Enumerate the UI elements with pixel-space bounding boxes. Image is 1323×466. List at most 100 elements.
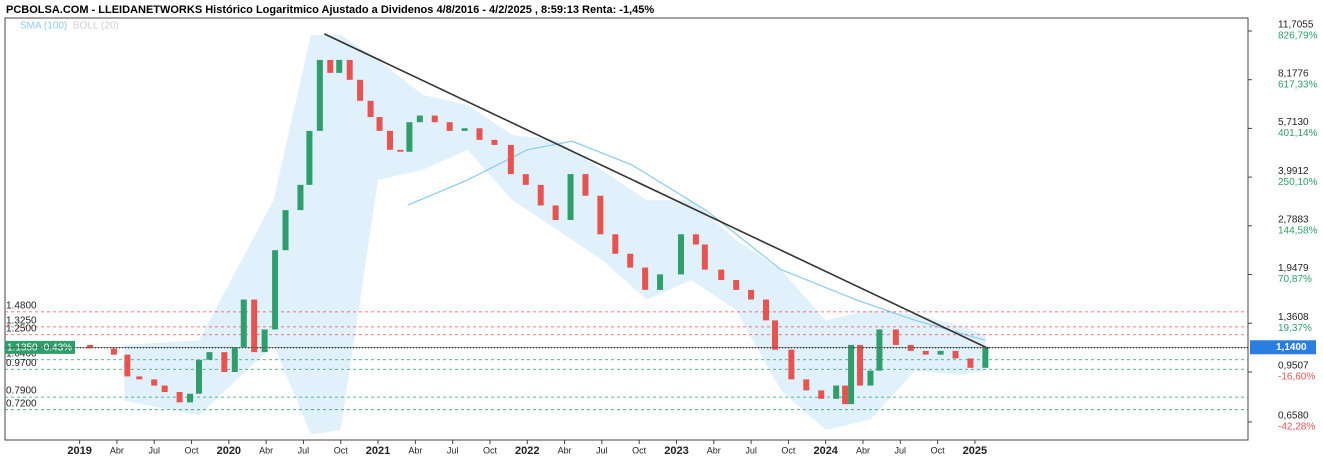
candle (937, 350, 944, 355)
x-tick-label: Jul (298, 445, 310, 455)
pct-label: 617,33% (1278, 79, 1318, 90)
candle (627, 253, 634, 268)
candle (552, 205, 559, 221)
candle (251, 299, 258, 353)
x-tick-label: Jul (895, 445, 907, 455)
candle (357, 79, 364, 101)
pct-label: 250,10% (1278, 177, 1318, 188)
candle (151, 379, 158, 386)
candle (446, 122, 453, 131)
x-tick-label: Jul (148, 445, 160, 455)
sma-line (407, 140, 986, 341)
candle (406, 122, 413, 152)
x-tick-label: Oct (931, 445, 946, 455)
candle (282, 210, 289, 251)
y-tick-label: 8,1776 (1278, 68, 1309, 79)
candle (461, 128, 468, 131)
candle (187, 393, 194, 403)
pct-label: 144,58% (1278, 225, 1318, 236)
pct-label: 70,87% (1278, 274, 1312, 285)
x-tick-label: Jul (596, 445, 608, 455)
x-tick-label: Jul (447, 445, 459, 455)
candle (922, 350, 929, 355)
x-tick-label: Abr (110, 445, 124, 455)
x-tick-label: 2025 (963, 445, 987, 457)
candle (788, 349, 795, 380)
x-tick-label: 2024 (813, 445, 838, 457)
candle (657, 274, 664, 290)
candle (567, 174, 574, 221)
candle (87, 344, 94, 349)
x-tick-label: Oct (632, 445, 647, 455)
candle (818, 390, 825, 399)
y-tick-label: 11,7055 (1278, 20, 1314, 31)
x-tick-label: 2019 (67, 445, 91, 457)
candle (507, 144, 514, 175)
pct-label: 826,79% (1278, 31, 1318, 42)
ref-price-label: 1.1350 -0.43% (7, 343, 72, 354)
candle (261, 329, 268, 353)
trendline (323, 33, 989, 350)
candle (677, 234, 684, 275)
pct-label: 401,14% (1278, 128, 1318, 139)
legend-sma: SMA (100) (20, 21, 67, 32)
candle (124, 354, 131, 377)
level-label: 0.7200 (6, 398, 37, 409)
level-label: 1.2500 (6, 323, 37, 334)
candle (431, 115, 438, 123)
candle (582, 174, 589, 196)
candle (221, 352, 228, 373)
y-tick-label: 5,7130 (1278, 117, 1309, 128)
candle (522, 174, 529, 185)
candle (346, 59, 353, 80)
candle (297, 184, 304, 211)
y-tick-label: 0,6580 (1278, 411, 1309, 422)
level-label: 1.0400 (6, 348, 37, 359)
y-tick-label: 3,9912 (1278, 166, 1309, 177)
candle (195, 359, 202, 394)
candle (892, 329, 899, 345)
x-tick-label: 2022 (515, 445, 539, 457)
candle (537, 184, 544, 206)
legend-boll: BOLL (20) (73, 21, 119, 32)
last-price-box (1250, 340, 1316, 355)
candle (476, 128, 483, 140)
candle (306, 130, 313, 185)
x-tick-label: Abr (707, 445, 721, 455)
candle (231, 347, 238, 373)
candle (857, 344, 864, 386)
x-tick-label: 2023 (664, 445, 688, 457)
bollinger-band (124, 34, 986, 435)
candle (176, 392, 183, 403)
candle (771, 320, 778, 350)
y-tick-label: 1,3608 (1278, 312, 1309, 323)
candle (763, 299, 770, 321)
pct-label: 19,37% (1278, 323, 1312, 334)
level-label: 0.7900 (6, 386, 37, 397)
x-tick-label: Oct (334, 445, 349, 455)
y-tick-label: 2,7883 (1278, 214, 1309, 225)
level-label: 0.9700 (6, 358, 37, 369)
candle (733, 280, 740, 290)
candle (136, 376, 143, 380)
x-tick-label: Jul (745, 445, 757, 455)
candle (748, 289, 755, 300)
candle (842, 385, 849, 405)
candle (848, 344, 855, 405)
candle (907, 344, 914, 351)
candle (803, 379, 810, 391)
candle (867, 370, 874, 386)
x-tick-label: Oct (483, 445, 498, 455)
level-label: 1.4800 (6, 300, 37, 311)
candle (416, 115, 423, 123)
candle (597, 195, 604, 235)
x-tick-label: Abr (408, 445, 422, 455)
x-tick-label: Abr (259, 445, 273, 455)
candle (376, 117, 383, 131)
candle (692, 234, 699, 245)
candle (327, 59, 334, 73)
candle (967, 358, 974, 368)
candle (336, 59, 343, 73)
candle (612, 234, 619, 254)
